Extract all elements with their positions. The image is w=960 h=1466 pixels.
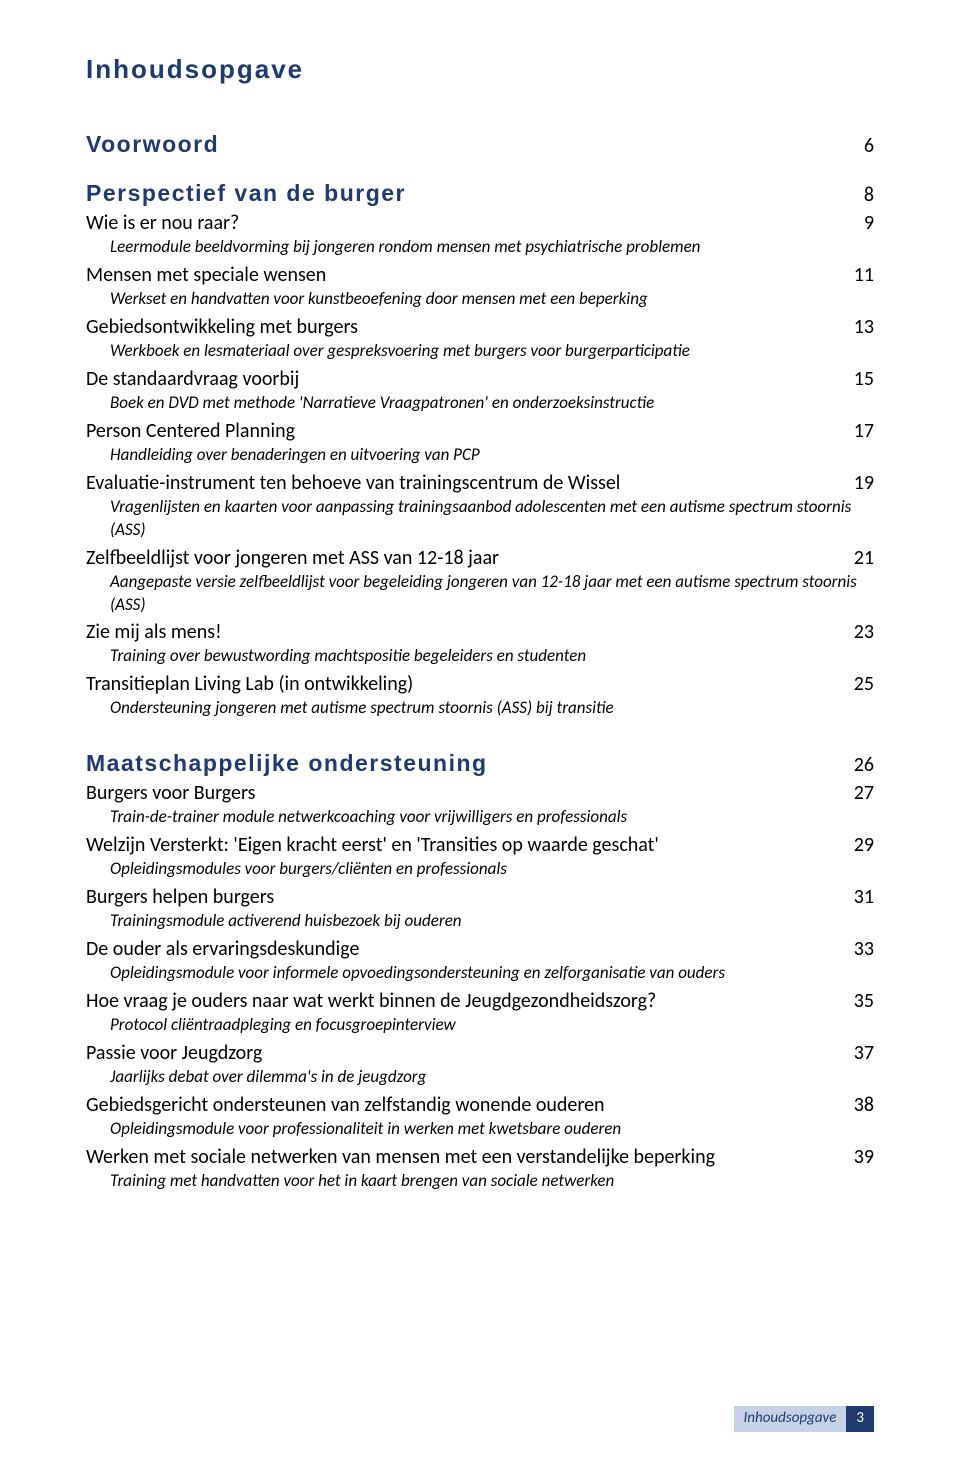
voorwoord-page: 6: [864, 134, 874, 158]
toc-entry: Gebiedsgericht ondersteunen van zelfstan…: [86, 1093, 874, 1141]
toc-entry: Zie mij als mens! 23 Training over bewus…: [86, 620, 874, 668]
entry-page: 17: [854, 419, 874, 443]
entry-desc: Opleidingsmodule voor informele opvoedin…: [110, 962, 874, 985]
voorwoord-label: Voorwoord: [86, 131, 219, 158]
entry-title: Passie voor Jeugdzorg: [86, 1041, 262, 1066]
entry-page: 9: [864, 211, 874, 235]
entry-title: Zelfbeeldlijst voor jongeren met ASS van…: [86, 546, 499, 571]
toc-entry: Werken met sociale netwerken van mensen …: [86, 1145, 874, 1193]
entry-page: 19: [854, 471, 874, 495]
toc-entry: Welzijn Versterkt: 'Eigen kracht eerst' …: [86, 833, 874, 881]
entry-desc: Opleidingsmodules voor burgers/cliënten …: [110, 858, 874, 881]
entry-title: Mensen met speciale wensen: [86, 263, 326, 288]
toc-entry: Mensen met speciale wensen 11 Werkset en…: [86, 263, 874, 311]
section-maatschappelijke: Maatschappelijke ondersteuning 26 Burger…: [86, 750, 874, 1193]
entry-desc: Werkboek en lesmateriaal over gespreksvo…: [110, 340, 874, 363]
section1-header-row: Perspectief van de burger 8: [86, 180, 874, 207]
toc-entry: Evaluatie-instrument ten behoeve van tra…: [86, 471, 874, 542]
section2-title: Maatschappelijke ondersteuning: [86, 750, 488, 777]
entry-desc: Handleiding over benaderingen en uitvoer…: [110, 444, 874, 467]
entry-page: 15: [854, 367, 874, 391]
entry-page: 23: [854, 620, 874, 644]
entry-title: Welzijn Versterkt: 'Eigen kracht eerst' …: [86, 833, 659, 858]
entry-title: De ouder als ervaringsdeskundige: [86, 937, 359, 962]
entry-page: 21: [854, 546, 874, 570]
section2-header-row: Maatschappelijke ondersteuning 26: [86, 750, 874, 777]
entry-title: Wie is er nou raar?: [86, 211, 239, 236]
footer-label: Inhoudsopgave: [734, 1406, 847, 1432]
toc-entry: Hoe vraag je ouders naar wat werkt binne…: [86, 989, 874, 1037]
toc-entry: Zelfbeeldlijst voor jongeren met ASS van…: [86, 546, 874, 617]
toc-entry: Person Centered Planning 17 Handleiding …: [86, 419, 874, 467]
entry-title: Burgers helpen burgers: [86, 885, 274, 910]
entry-desc: Training over bewustwording machtspositi…: [110, 645, 874, 668]
entry-desc: Protocol cliëntraadpleging en focusgroep…: [110, 1014, 874, 1037]
toc-entry: De standaardvraag voorbij 15 Boek en DVD…: [86, 367, 874, 415]
entry-desc: Jaarlijks debat over dilemma's in de jeu…: [110, 1066, 874, 1089]
entry-title: De standaardvraag voorbij: [86, 367, 299, 392]
toc-entry: Burgers voor Burgers 27 Train-de-trainer…: [86, 781, 874, 829]
entry-desc: Trainingsmodule activerend huisbezoek bi…: [110, 910, 874, 933]
toc-voorwoord-row: Voorwoord 6: [86, 131, 874, 158]
entry-page: 38: [854, 1093, 874, 1117]
entry-title: Gebiedsontwikkeling met burgers: [86, 315, 358, 340]
entry-desc: Aangepaste versie zelfbeeldlijst voor be…: [110, 571, 874, 617]
entry-page: 27: [854, 781, 874, 805]
entry-page: 13: [854, 315, 874, 339]
entry-title: Transitieplan Living Lab (in ontwikkelin…: [86, 672, 413, 697]
toc-entry: Burgers helpen burgers 31 Trainingsmodul…: [86, 885, 874, 933]
section1-title: Perspectief van de burger: [86, 180, 406, 207]
entry-desc: Training met handvatten voor het in kaar…: [110, 1170, 874, 1193]
entry-page: 37: [854, 1041, 874, 1065]
entry-page: 25: [854, 672, 874, 696]
page-title: Inhoudsopgave: [86, 54, 874, 85]
entry-desc: Vragenlijsten en kaarten voor aanpassing…: [110, 496, 874, 542]
toc-entry: Gebiedsontwikkeling met burgers 13 Werkb…: [86, 315, 874, 363]
entry-page: 29: [854, 833, 874, 857]
footer-bar: Inhoudsopgave 3: [734, 1406, 874, 1432]
document-page: Inhoudsopgave Voorwoord 6 Perspectief va…: [0, 0, 960, 1466]
entry-title: Evaluatie-instrument ten behoeve van tra…: [86, 471, 620, 496]
entry-desc: Train-de-trainer module netwerkcoaching …: [110, 806, 874, 829]
entry-desc: Opleidingsmodule voor professionaliteit …: [110, 1118, 874, 1141]
entry-page: 33: [854, 937, 874, 961]
entry-title: Person Centered Planning: [86, 419, 295, 444]
entry-page: 39: [854, 1145, 874, 1169]
footer-page-number: 3: [846, 1406, 874, 1432]
entry-desc: Ondersteuning jongeren met autisme spect…: [110, 697, 874, 720]
toc-entry: De ouder als ervaringsdeskundige 33 Ople…: [86, 937, 874, 985]
entry-title: Hoe vraag je ouders naar wat werkt binne…: [86, 989, 656, 1014]
section2-page: 26: [854, 753, 874, 777]
entry-title: Burgers voor Burgers: [86, 781, 255, 806]
toc-entry: Wie is er nou raar? 9 Leermodule beeldvo…: [86, 211, 874, 259]
toc-entry: Passie voor Jeugdzorg 37 Jaarlijks debat…: [86, 1041, 874, 1089]
toc-entry: Transitieplan Living Lab (in ontwikkelin…: [86, 672, 874, 720]
entry-title: Gebiedsgericht ondersteunen van zelfstan…: [86, 1093, 605, 1118]
entry-desc: Werkset en handvatten voor kunstbeoefeni…: [110, 288, 874, 311]
section1-page: 8: [864, 183, 874, 207]
entry-desc: Leermodule beeldvorming bij jongeren ron…: [110, 236, 874, 259]
entry-page: 31: [854, 885, 874, 909]
section-perspectief: Perspectief van de burger 8 Wie is er no…: [86, 180, 874, 720]
entry-desc: Boek en DVD met methode 'Narratieve Vraa…: [110, 392, 874, 415]
entry-page: 35: [854, 989, 874, 1013]
entry-title: Zie mij als mens!: [86, 620, 222, 645]
entry-title: Werken met sociale netwerken van mensen …: [86, 1145, 715, 1170]
entry-page: 11: [854, 263, 874, 287]
